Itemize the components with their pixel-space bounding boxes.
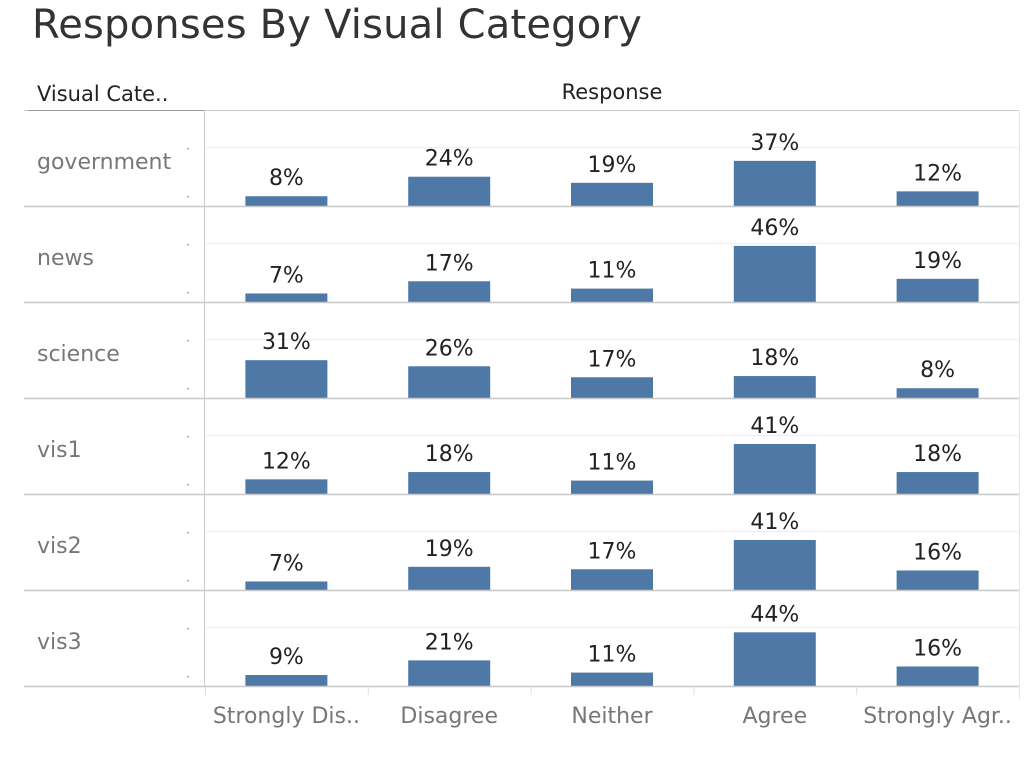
bar-vis2-4[interactable]	[896, 570, 979, 590]
axis-tick: ·	[186, 430, 190, 444]
data-label-vis2-3: 41%	[750, 510, 799, 535]
data-label-science-1: 26%	[425, 336, 474, 361]
bar-vis1-0[interactable]	[245, 479, 328, 494]
data-label-science-3: 18%	[750, 346, 799, 371]
bar-vis3-0[interactable]	[245, 675, 328, 686]
data-label-vis1-0: 12%	[262, 449, 311, 474]
x-axis-label-1[interactable]: Disagree	[400, 704, 498, 729]
bar-science-3[interactable]	[733, 376, 816, 398]
row-label-vis1[interactable]: vis1	[37, 438, 82, 463]
bar-news-4[interactable]	[896, 278, 979, 302]
bar-science-0[interactable]	[245, 360, 328, 398]
x-axis-label-3[interactable]: Agree	[742, 704, 807, 729]
x-axis-label-0[interactable]: Strongly Dis..	[213, 704, 360, 729]
row-label-vis2[interactable]: vis2	[37, 534, 82, 559]
axis-tick: ·	[186, 478, 190, 492]
data-label-science-4: 8%	[920, 358, 955, 383]
bar-vis2-0[interactable]	[245, 581, 328, 590]
column-dimension-header[interactable]: Response	[561, 80, 663, 104]
bar-vis3-3[interactable]	[733, 632, 816, 686]
data-label-news-2: 11%	[588, 259, 637, 284]
data-label-vis3-2: 11%	[588, 643, 637, 668]
axis-tick: ·	[186, 286, 190, 300]
axis-tick: ·	[186, 238, 190, 252]
data-label-vis1-1: 18%	[425, 442, 474, 467]
data-label-vis1-4: 18%	[913, 442, 962, 467]
bar-vis3-4[interactable]	[896, 666, 979, 686]
bar-vis2-2[interactable]	[571, 569, 653, 590]
row-label-vis3[interactable]: vis3	[37, 630, 82, 655]
bar-vis3-2[interactable]	[571, 672, 653, 686]
data-label-government-4: 12%	[913, 161, 962, 186]
bar-government-4[interactable]	[896, 191, 979, 206]
bar-government-0[interactable]	[245, 196, 328, 206]
axis-tick: ·	[186, 574, 190, 588]
bar-government-2[interactable]	[571, 182, 653, 206]
bar-vis1-1[interactable]	[408, 472, 491, 494]
data-label-vis3-0: 9%	[269, 645, 304, 670]
data-label-vis3-3: 44%	[750, 602, 799, 627]
x-axis-label-4[interactable]: Strongly Agr..	[863, 704, 1012, 729]
data-label-vis1-3: 41%	[750, 414, 799, 439]
data-label-vis1-2: 11%	[588, 451, 637, 476]
data-label-news-3: 46%	[750, 216, 799, 241]
bar-news-2[interactable]	[571, 288, 653, 302]
axis-tick: ·	[186, 622, 190, 636]
axis-tick: ·	[186, 526, 190, 540]
bar-vis3-1[interactable]	[408, 660, 491, 686]
axis-tick: ·	[186, 190, 190, 204]
data-label-news-4: 19%	[913, 249, 962, 274]
x-axis-label-2[interactable]: Neither	[571, 704, 653, 729]
data-label-vis2-1: 19%	[425, 537, 474, 562]
data-label-news-0: 7%	[269, 263, 304, 288]
data-label-vis3-4: 16%	[913, 636, 962, 661]
data-label-government-2: 19%	[588, 153, 637, 178]
bar-vis1-3[interactable]	[733, 443, 816, 494]
axis-tick: ·	[186, 670, 190, 684]
row-label-news[interactable]: news	[37, 246, 94, 271]
bar-vis2-3[interactable]	[733, 539, 816, 590]
bar-government-3[interactable]	[733, 160, 816, 206]
row-dimension-header[interactable]: Visual Cate..	[37, 82, 169, 106]
bar-vis2-1[interactable]	[408, 566, 491, 590]
bar-government-1[interactable]	[408, 176, 491, 206]
data-label-vis2-4: 16%	[913, 540, 962, 565]
bar-science-1[interactable]	[408, 366, 491, 398]
bar-vis1-2[interactable]	[571, 480, 653, 494]
bar-vis1-4[interactable]	[896, 472, 979, 494]
row-label-government[interactable]: government	[37, 150, 171, 175]
data-label-government-0: 8%	[269, 166, 304, 191]
bar-news-3[interactable]	[733, 245, 816, 302]
bar-science-4[interactable]	[896, 388, 979, 398]
data-label-news-1: 17%	[425, 251, 474, 276]
bar-science-2[interactable]	[571, 377, 653, 398]
axis-tick: ·	[186, 382, 190, 396]
data-label-science-2: 17%	[588, 347, 637, 372]
data-label-government-3: 37%	[750, 131, 799, 156]
bar-news-1[interactable]	[408, 281, 491, 302]
data-label-vis2-0: 7%	[269, 551, 304, 576]
axis-tick: ·	[186, 334, 190, 348]
chart-title: Responses By Visual Category	[32, 2, 642, 48]
row-label-science[interactable]: science	[37, 342, 120, 367]
bar-news-0[interactable]	[245, 293, 328, 302]
data-label-science-0: 31%	[262, 330, 311, 355]
data-label-vis3-1: 21%	[425, 630, 474, 655]
data-label-government-1: 24%	[425, 147, 474, 172]
axis-tick: ·	[186, 142, 190, 156]
data-label-vis2-2: 17%	[588, 539, 637, 564]
